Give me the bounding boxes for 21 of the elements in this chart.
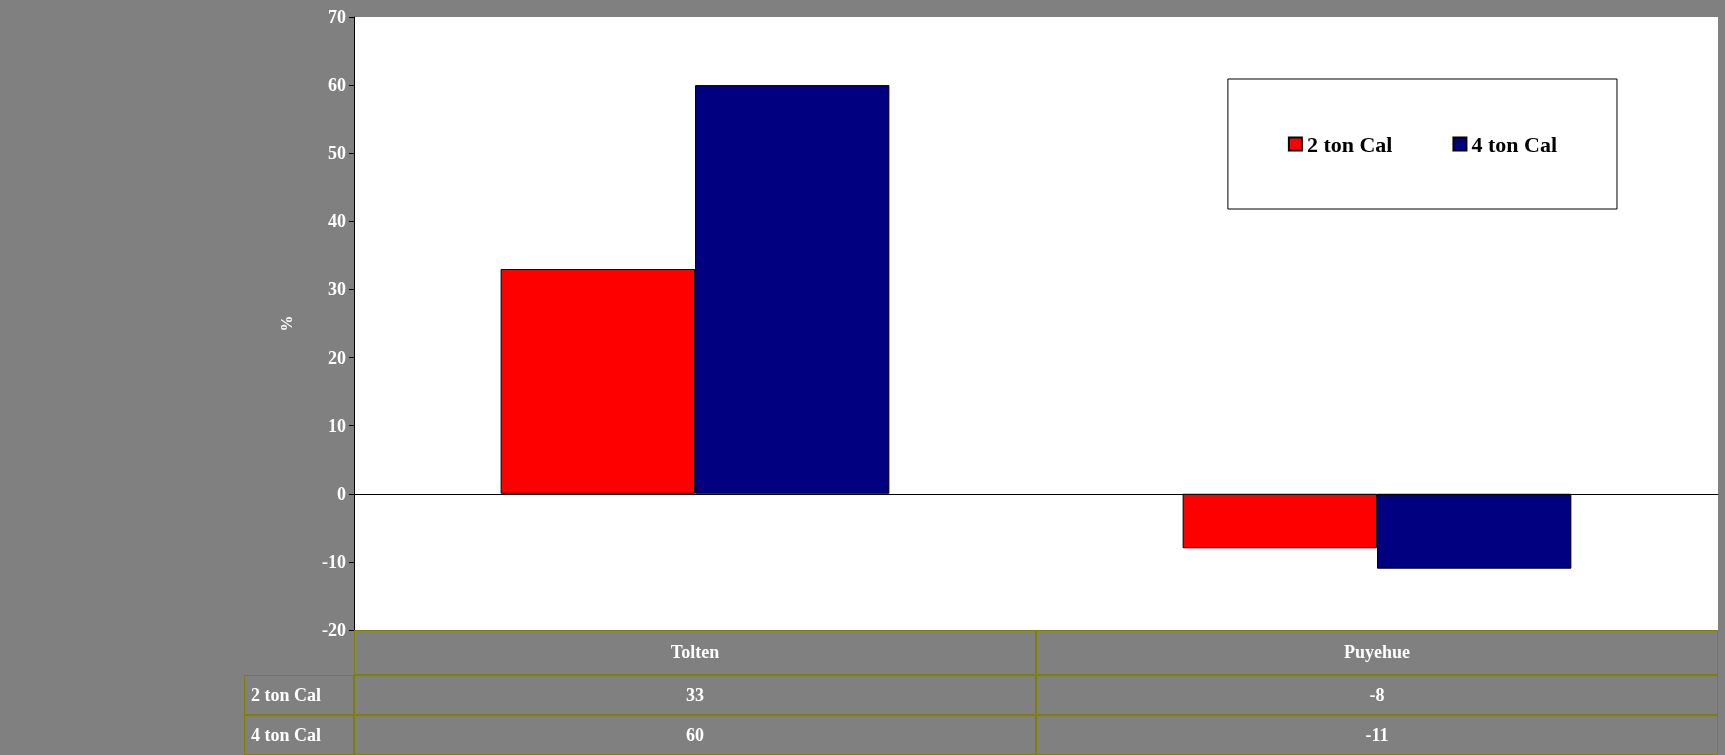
- data-label: -8: [1036, 675, 1718, 715]
- legend-label: 4 ton Cal: [1471, 131, 1557, 157]
- y-tick-label: -10: [322, 551, 346, 572]
- y-tick-label: 30: [328, 279, 346, 300]
- text: 4 ton Cal: [251, 724, 322, 745]
- y-tick-label: 50: [328, 143, 346, 164]
- y-tick-label: 0: [337, 483, 346, 504]
- data-label: 33: [354, 675, 1036, 715]
- text: 2 ton Cal: [251, 684, 322, 705]
- legend-label: 2 ton Cal: [1306, 131, 1393, 157]
- y-tick-label: 60: [328, 75, 346, 96]
- x-tick-label: Tolten: [354, 630, 1036, 675]
- data-label: 60: [354, 715, 1036, 755]
- data-label: -11: [1036, 715, 1718, 755]
- y-tick-label: -20: [322, 620, 346, 640]
- y-axis-title: %: [277, 315, 295, 332]
- y-tick-label: 20: [328, 347, 346, 368]
- y-tick-label: 10: [328, 415, 346, 436]
- y-tick-label: 40: [328, 211, 346, 232]
- x-tick-label: Puyehue: [1036, 630, 1718, 675]
- y-tick-label: 70: [328, 7, 346, 27]
